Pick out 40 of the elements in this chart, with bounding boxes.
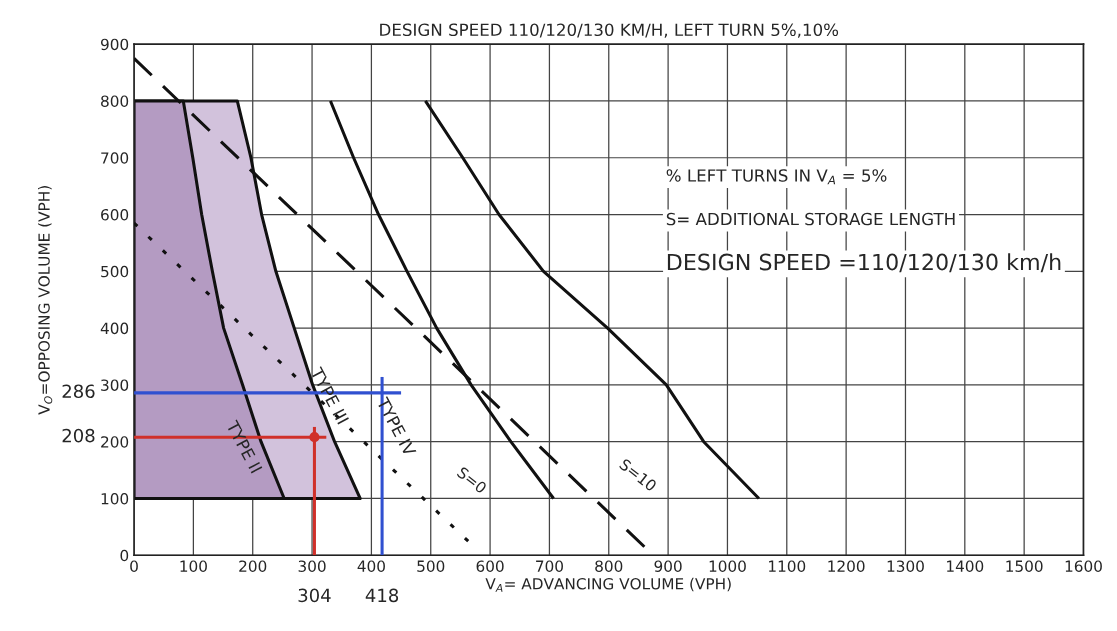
y-tick-label: 500 <box>101 265 129 278</box>
y-tick-label: 300 <box>101 379 129 391</box>
annotation: 418 <box>365 588 399 603</box>
x-tick-label: 1500 <box>1006 560 1043 572</box>
x-tick-label: 100 <box>180 560 207 572</box>
annotation: % LEFT TURNS IN V$_{A}$ = 5% <box>666 169 887 185</box>
y-tick-label: 600 <box>101 209 129 221</box>
y-tick-label: 400 <box>100 322 129 335</box>
y-tick-label: 800 <box>101 95 129 107</box>
annotation: TYPE IV <box>376 396 417 458</box>
y-tick-label: 900 <box>100 38 129 51</box>
x-tick-label: 1600 <box>1065 560 1102 572</box>
x-tick-label: 1400 <box>947 560 984 572</box>
y-tick-label: 700 <box>101 152 129 164</box>
annotation: 286 <box>62 384 95 399</box>
x-tick-label: 0 <box>130 560 138 572</box>
x-tick-label: 700 <box>536 560 563 572</box>
y-tick-label: 100 <box>101 492 129 505</box>
x-tick-label: 800 <box>595 560 623 572</box>
x-tick-label: 1300 <box>887 560 924 572</box>
annotation: S= ADDITIONAL STORAGE LENGTH <box>666 212 955 226</box>
annotation: 304 <box>298 588 331 603</box>
annotation: DESIGN SPEED =110/120/130 km/h <box>667 253 1061 273</box>
annotation: TYPE III <box>310 366 349 425</box>
x-axis-title: V$_{A}$= ADVANCING VOLUME (VPH) <box>485 577 731 592</box>
annotation: TYPE II <box>225 419 263 474</box>
x-tick-label: 1000 <box>709 560 746 572</box>
x-tick-label: 400 <box>357 560 385 572</box>
x-tick-label: 1100 <box>769 560 806 572</box>
x-tick-label: 600 <box>476 560 504 572</box>
x-tick-label: 200 <box>239 560 267 572</box>
y-tick-label: 0 <box>120 549 129 562</box>
annotation: 208 <box>62 428 95 443</box>
y-axis-title: V$_{O}$=OPPOSING VOLUME (VPH) <box>38 186 53 415</box>
x-tick-label: 500 <box>417 560 445 572</box>
x-tick-label: 300 <box>298 560 326 572</box>
chart-title: DESIGN SPEED 110/120/130 KM/H, LEFT TURN 5%,10% <box>380 23 839 38</box>
y-tick-label: 200 <box>101 436 129 448</box>
x-tick-label: 1200 <box>828 560 865 572</box>
x-tick-label: 900 <box>654 560 682 572</box>
